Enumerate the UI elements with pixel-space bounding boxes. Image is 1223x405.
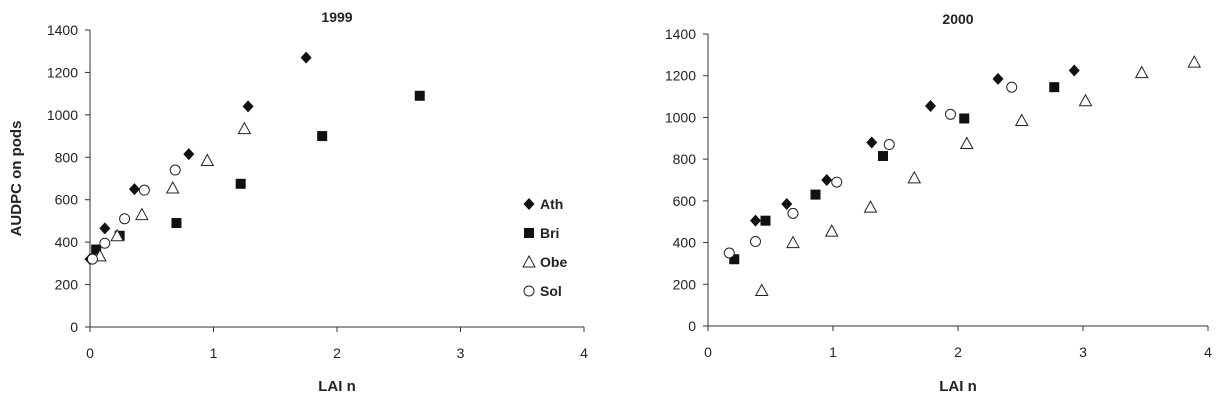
data-point-sol: [99, 237, 111, 249]
chart-2000: 2000 0 200 400 600 800 1000 1200 1400 0 1 2 3 4 LAI n: [665, 11, 1212, 395]
y-tick-label: 200: [55, 277, 79, 293]
data-point-bri: [878, 151, 888, 162]
x-tick-label: 1: [829, 344, 837, 360]
data-point-obe: [863, 200, 878, 213]
data-point-sol: [1006, 81, 1018, 93]
data-point-bri: [235, 178, 246, 189]
data-point-ath: [821, 174, 833, 186]
data-point-sol: [787, 207, 799, 219]
data-point-obe: [200, 153, 215, 166]
data-point-bri: [1049, 82, 1060, 93]
data-point-bri: [760, 215, 771, 226]
x-axis-label: LAI n: [318, 378, 356, 395]
chart-title: 1999: [321, 9, 352, 25]
data-point-sol: [119, 213, 131, 225]
data-point-ath: [300, 51, 312, 64]
x-tick-label: 4: [580, 345, 588, 361]
series-ath: [750, 64, 1080, 227]
data-point-ath: [866, 136, 878, 149]
legend-marker-obe: [522, 254, 536, 268]
legend-label-ath: Ath: [540, 196, 563, 212]
data-point-ath: [925, 99, 936, 112]
x-tick-label: 4: [1204, 344, 1212, 360]
legend-marker-bri: [524, 228, 534, 238]
data-point-bri: [810, 189, 821, 200]
data-point-ath: [183, 148, 195, 161]
x-tick-label: 0: [704, 344, 712, 360]
series-sol: [86, 164, 181, 265]
y-tick-label: 400: [55, 234, 79, 250]
data-point-bri: [959, 113, 970, 124]
data-point-bri: [91, 244, 102, 255]
series-obe: [754, 55, 1202, 297]
legend-marker-sol: [523, 285, 535, 297]
y-tick-label: 1000: [665, 109, 696, 125]
y-tick-label: 1200: [665, 68, 696, 84]
y-tick-label: 1200: [47, 64, 78, 80]
x-tick-label: 2: [333, 345, 341, 361]
y-tick-label: 400: [673, 235, 697, 251]
data-point-obe: [1078, 93, 1093, 107]
legend-label-sol: Sol: [540, 283, 562, 299]
y-tick-label: 600: [673, 193, 697, 209]
x-tick-label: 1: [210, 345, 218, 361]
data-point-bri: [729, 254, 740, 265]
data-point-ath: [1068, 64, 1080, 77]
legend-label-obe: Obe: [540, 254, 567, 270]
chart-1999: 1999 0 200 400 600 800 1000 1200 1400 0 1 2 3 4 LAI n A…: [8, 9, 588, 395]
x-tick-label: 2: [954, 344, 962, 360]
x-axis-label: LAI n: [939, 378, 977, 395]
data-point-sol: [723, 247, 735, 259]
data-point-obe: [959, 136, 974, 149]
chart-title: 2000: [942, 11, 973, 27]
data-point-obe: [824, 224, 839, 237]
y-tick-label: 1400: [47, 22, 78, 38]
data-point-obe: [165, 181, 180, 194]
data-point-sol: [86, 253, 98, 265]
data-point-ath: [242, 100, 254, 113]
legend-label-bri: Bri: [540, 225, 559, 241]
data-point-obe: [110, 228, 125, 242]
data-point-ath: [992, 72, 1004, 85]
data-point-obe: [1187, 55, 1202, 68]
x-tick-label: 0: [86, 345, 94, 361]
y-tick-label: 600: [55, 192, 79, 208]
data-point-sol: [169, 164, 181, 176]
data-point-ath: [781, 197, 793, 210]
data-point-bri: [317, 131, 328, 142]
y-tick-label: 800: [55, 149, 79, 165]
legend: Ath Bri Obe Sol: [522, 196, 567, 299]
y-tick-label: 200: [673, 276, 697, 292]
data-point-obe: [786, 235, 800, 249]
data-point-sol: [750, 236, 761, 248]
y-tick-label: 0: [688, 318, 696, 334]
data-point-obe: [135, 207, 149, 221]
series-bri: [729, 82, 1060, 265]
data-point-bri: [171, 218, 182, 229]
data-point-ath: [128, 183, 140, 196]
data-point-obe: [1014, 113, 1029, 127]
data-point-sol: [945, 108, 956, 120]
data-point-obe: [1134, 65, 1149, 79]
y-tick-label: 800: [673, 151, 697, 167]
data-point-bri: [414, 90, 425, 101]
data-point-obe: [907, 170, 922, 184]
y-tick-label: 1000: [47, 107, 78, 123]
series-obe: [93, 121, 252, 262]
data-point-obe: [754, 283, 769, 297]
data-point-obe: [237, 121, 252, 135]
data-point-sol: [883, 139, 895, 151]
x-tick-label: 3: [457, 345, 465, 361]
y-tick-label: 0: [70, 319, 78, 335]
y-tick-label: 1400: [665, 26, 696, 42]
data-point-sol: [138, 184, 150, 196]
data-point-sol: [831, 176, 843, 188]
series-sol: [723, 81, 1018, 259]
y-axis-label: AUDPC on pods: [8, 121, 25, 237]
data-point-ath: [750, 214, 761, 227]
data-point-ath: [99, 222, 111, 235]
legend-marker-ath: [523, 198, 535, 210]
x-tick-label: 3: [1079, 344, 1087, 360]
series-bri: [91, 90, 425, 255]
